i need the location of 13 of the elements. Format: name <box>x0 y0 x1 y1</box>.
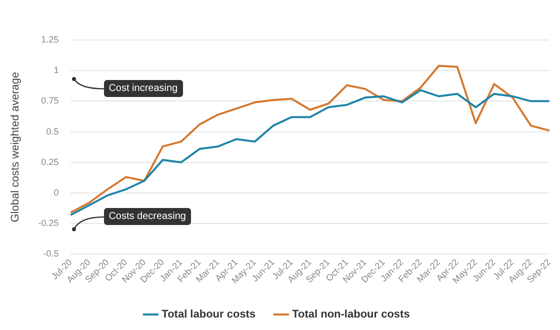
annotation: Costs decreasing <box>104 208 191 226</box>
y-tick-label: 0.25 <box>41 156 59 167</box>
y-tick-label: 0.5 <box>46 126 59 136</box>
legend-label: Total non-labour costs <box>292 308 410 321</box>
y-tick-label: 0.75 <box>41 96 59 106</box>
legend-label: Total labour costs <box>162 308 256 321</box>
y-axis-title: Global costs weighted average <box>10 72 22 222</box>
y-tick-label: 0 <box>54 187 59 198</box>
annotation: Cost increasing <box>104 80 183 97</box>
y-tick-label: 1 <box>54 65 59 76</box>
y-tick-label: 1.25 <box>41 34 59 44</box>
y-tick-label: -0.25 <box>38 218 59 228</box>
y-tick-label: -0.5 <box>43 248 59 259</box>
